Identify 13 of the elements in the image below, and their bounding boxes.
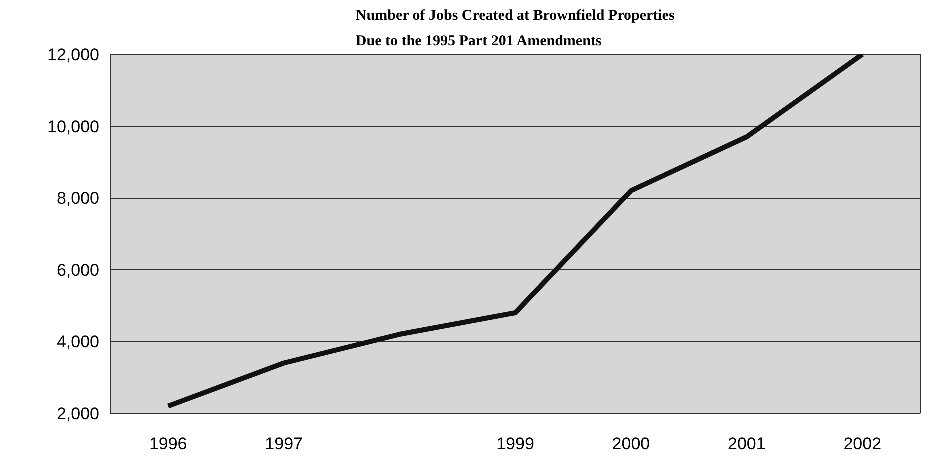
x-tick-label: 1997: [265, 434, 303, 454]
x-tick-label: 2001: [728, 434, 766, 454]
chart-title: Number of Jobs Created at Brownfield Properties Due to the 1995 Part 201 Amendments: [356, 8, 675, 50]
y-tick-label: 8,000: [56, 189, 100, 208]
x-tick-label: 1996: [149, 434, 188, 454]
y-tick-label: 12,000: [48, 46, 100, 64]
x-tick-label: 2002: [844, 434, 882, 454]
y-tick-label: 4,000: [56, 332, 100, 352]
y-tick-label: 10,000: [48, 117, 100, 136]
y-tick-label: 6,000: [56, 260, 100, 280]
x-tick-label: 1999: [496, 434, 534, 454]
y-tick-label: 2,000: [56, 404, 100, 424]
x-tick-label: 2000: [612, 434, 650, 454]
